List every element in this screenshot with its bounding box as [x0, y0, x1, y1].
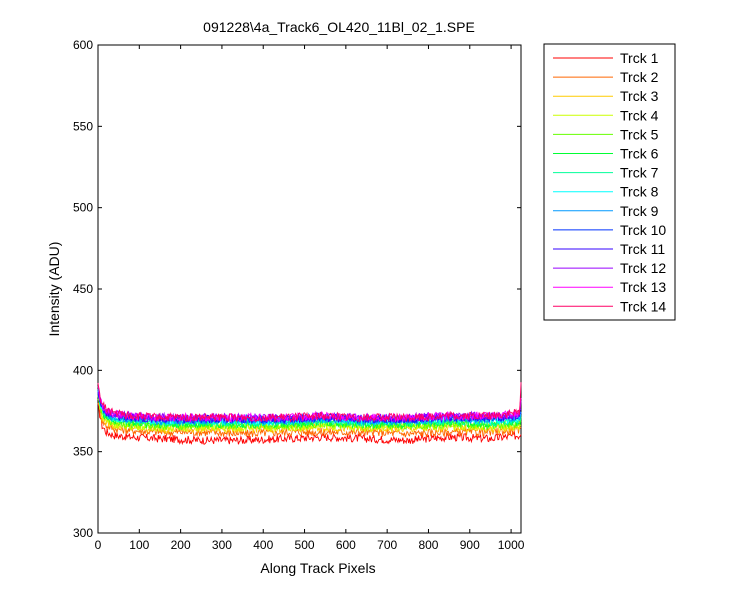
legend: Trck 1 Trck 2 Trck 3 Trck 4 Trck 5 Trck 6 Trck…	[543, 43, 676, 321]
x-tick-label: 200	[171, 538, 191, 552]
legend-label: Trck 7	[620, 165, 659, 181]
legend-box	[543, 43, 676, 321]
x-tick-label: 0	[95, 538, 102, 552]
x-tick-label: 400	[253, 538, 273, 552]
y-tick-label: 450	[73, 282, 93, 296]
plot-area	[97, 44, 522, 534]
y-tick-label: 500	[73, 201, 93, 215]
legend-label: Trck 12	[620, 260, 666, 276]
y-axis-label: Intensity (ADU)	[46, 242, 62, 337]
x-tick-label: 500	[295, 538, 315, 552]
series-layer	[97, 382, 522, 446]
series-line-7	[97, 394, 522, 429]
y-tick-label: 300	[73, 526, 93, 540]
legend-label: Trck 8	[620, 184, 659, 200]
series-line-1	[97, 402, 522, 446]
legend-label: Trck 9	[620, 203, 659, 219]
legend-label: Trck 13	[620, 279, 666, 295]
axis-ticks: 0 100 200 300 400 500 600 700 800 900 1000 300 350 40…	[73, 38, 525, 552]
x-tick-label: 700	[377, 538, 397, 552]
legend-label: Trck 14	[620, 298, 666, 314]
x-axis-label: Along Track Pixels	[260, 560, 375, 576]
y-tick-label: 350	[73, 445, 93, 459]
y-tick-label: 400	[73, 363, 93, 377]
y-tick-label: 550	[73, 119, 93, 133]
x-tick-label: 600	[336, 538, 356, 552]
legend-label: Trck 3	[620, 88, 659, 104]
x-tick-label: 1000	[498, 538, 525, 552]
chart-title: 091228\4a_Track6_OL420_11Bl_02_1.SPE	[203, 19, 475, 35]
x-tick-label: 900	[460, 538, 480, 552]
legend-label: Trck 11	[620, 241, 665, 257]
legend-label: Trck 5	[620, 126, 659, 142]
legend-label: Trck 1	[620, 50, 659, 66]
legend-label: Trck 10	[620, 222, 666, 238]
x-tick-label: 100	[129, 538, 149, 552]
x-tick-label: 300	[212, 538, 232, 552]
y-tick-label: 600	[73, 38, 93, 52]
legend-label: Trck 4	[620, 107, 659, 123]
legend-label: Trck 2	[620, 69, 659, 85]
x-tick-label: 800	[418, 538, 438, 552]
legend-label: Trck 6	[620, 146, 659, 162]
series-line-14	[97, 382, 522, 423]
